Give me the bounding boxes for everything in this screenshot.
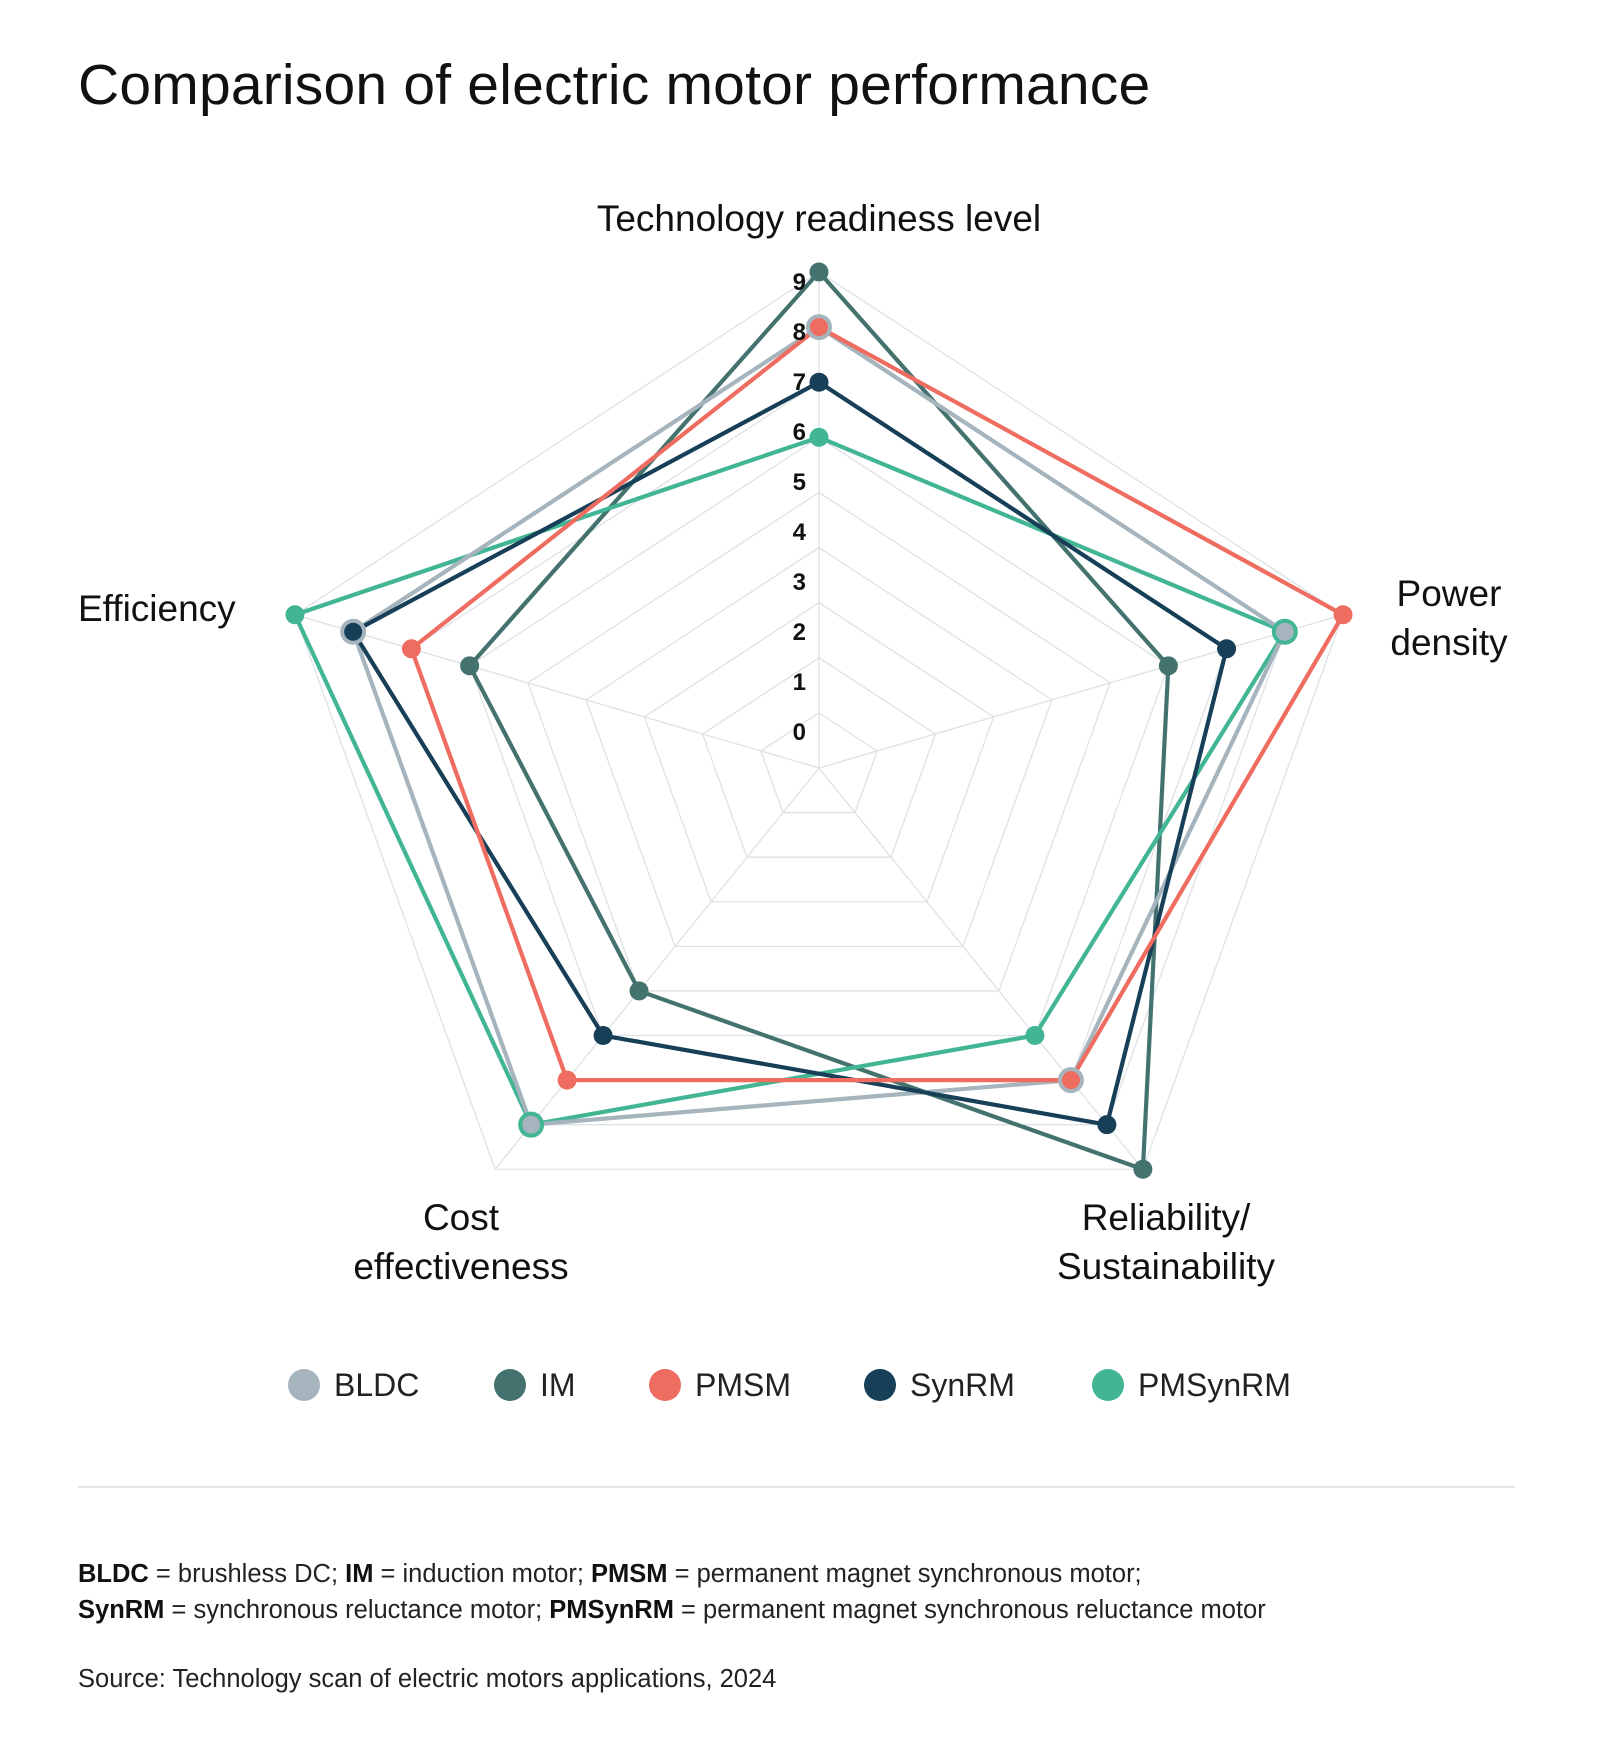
data-point[interactable] (1217, 639, 1237, 659)
data-point-overlap (344, 622, 363, 641)
abbr: SynRM (78, 1596, 165, 1624)
tick-label: 5 (793, 469, 806, 496)
grid-ring (701, 657, 937, 858)
axis-label-line: Sustainability (1057, 1246, 1276, 1287)
data-point[interactable] (285, 605, 305, 625)
tick-label: 8 (793, 319, 806, 346)
legend-swatch (288, 1369, 320, 1401)
abbr-definition: = synchronous reluctance motor; (164, 1596, 550, 1624)
data-point[interactable] (593, 1026, 613, 1046)
footnote-line-2: SynRM = synchronous reluctance motor; PM… (78, 1592, 1266, 1628)
data-point[interactable] (1097, 1115, 1117, 1135)
series-pmsm (401, 317, 1353, 1090)
grid-ring (527, 491, 1111, 992)
series-group (285, 262, 1353, 1179)
axis-label: Efficiency (78, 588, 236, 629)
legend-item-pmsynrm[interactable]: PMSynRM (1092, 1362, 1291, 1408)
grid-spoke (294, 614, 820, 769)
axis-label-line: effectiveness (353, 1246, 568, 1287)
grid-ring (643, 601, 995, 903)
series-pmsynrm (285, 427, 1295, 1135)
axis-label-line: Cost (423, 1197, 500, 1238)
grid-ring (294, 271, 1344, 1170)
axis-label-line: Efficiency (78, 588, 236, 629)
abbr: PMSynRM (549, 1596, 674, 1624)
data-point-overlap (1061, 1071, 1080, 1090)
axis-label: Power density (1390, 573, 1508, 663)
data-point[interactable] (1025, 1026, 1045, 1046)
axis-label: Reliability/Sustainability (1057, 1197, 1276, 1287)
series-synrm (343, 372, 1237, 1135)
grid-spoke (818, 614, 1344, 769)
data-point[interactable] (809, 427, 829, 447)
chart-title: Comparison of electric motor performance (78, 53, 1151, 117)
data-point[interactable] (401, 639, 421, 659)
legend: BLDC IM PMSM SynRM PMSynRM (0, 1362, 1600, 1408)
data-point[interactable] (557, 1070, 577, 1090)
axis-label-line: Reliability/ (1082, 1197, 1251, 1238)
data-point[interactable] (809, 262, 829, 282)
radar-grid (294, 271, 1344, 1170)
data-point-overlap (810, 318, 828, 337)
axis-label: Technology readiness level (597, 198, 1041, 239)
legend-label: PMSynRM (1138, 1366, 1291, 1403)
legend-item-bldc[interactable]: BLDC (288, 1362, 419, 1408)
axis-label-line: density (1390, 622, 1508, 663)
legend-label: SynRM (910, 1366, 1015, 1403)
series-line (409, 325, 1346, 1083)
legend-swatch (864, 1369, 896, 1401)
abbr-definition: = induction motor; (373, 1560, 592, 1588)
legend-swatch (1092, 1369, 1124, 1401)
data-point[interactable] (1133, 1159, 1153, 1179)
legend-item-pmsm[interactable]: PMSM (649, 1362, 791, 1408)
legend-swatch (494, 1369, 526, 1401)
axis-label: Cost effectiveness (353, 1197, 568, 1287)
footnote-line-1: BLDC = brushless DC; IM = induction moto… (78, 1556, 1266, 1592)
data-point-overlap (1275, 622, 1294, 641)
axis-label-line: Power (1397, 573, 1502, 614)
tick-label: 1 (793, 669, 806, 696)
data-point[interactable] (629, 981, 649, 1001)
tick-label: 7 (793, 369, 806, 396)
tick-label: 6 (793, 419, 806, 446)
abbr: BLDC (78, 1560, 149, 1588)
series-line (351, 325, 1287, 1127)
tick-labels: 0 1 2 3 4 5 6 7 8 9 (793, 269, 807, 746)
abbr-definition: = brushless DC; (148, 1560, 346, 1588)
grid-ring (759, 712, 879, 814)
legend-swatch (649, 1369, 681, 1401)
abbreviations-footnote: BLDC = brushless DC; IM = induction moto… (78, 1556, 1266, 1628)
divider (78, 1486, 1515, 1488)
axis-labels: Technology readiness level Power density Re… (78, 198, 1508, 1287)
tick-label: 2 (793, 619, 806, 646)
grid-ring (585, 546, 1053, 947)
legend-label: BLDC (334, 1366, 420, 1403)
abbr-definition: = permanent magnet synchronous motor; (667, 1560, 1142, 1588)
data-point[interactable] (1333, 605, 1353, 625)
data-point[interactable] (1158, 656, 1178, 676)
axis-label-line: Technology readiness level (597, 198, 1041, 239)
data-point-overlap (522, 1115, 541, 1134)
tick-label: 0 (793, 719, 806, 746)
legend-item-synrm[interactable]: SynRM (864, 1362, 1015, 1408)
abbr-definition: = permanent magnet synchronous reluctanc… (673, 1596, 1266, 1624)
tick-label: 4 (793, 519, 807, 546)
source-note: Source: Technology scan of electric moto… (78, 1665, 777, 1693)
legend-item-im[interactable]: IM (494, 1362, 576, 1408)
legend-label: IM (540, 1366, 576, 1403)
abbr: PMSM (591, 1560, 668, 1588)
legend-label: PMSM (695, 1366, 791, 1403)
data-point[interactable] (460, 656, 480, 676)
grid-spoke (494, 767, 820, 1170)
tick-label: 3 (793, 569, 806, 596)
data-point[interactable] (809, 372, 829, 392)
grid-spoke (818, 767, 1144, 1170)
tick-label: 9 (793, 269, 806, 296)
abbr: IM (345, 1560, 374, 1588)
grid-ring (468, 436, 1170, 1037)
radar-chart: 0 1 2 3 4 5 6 7 8 9 Technology readiness level Pow… (78, 198, 1508, 1287)
